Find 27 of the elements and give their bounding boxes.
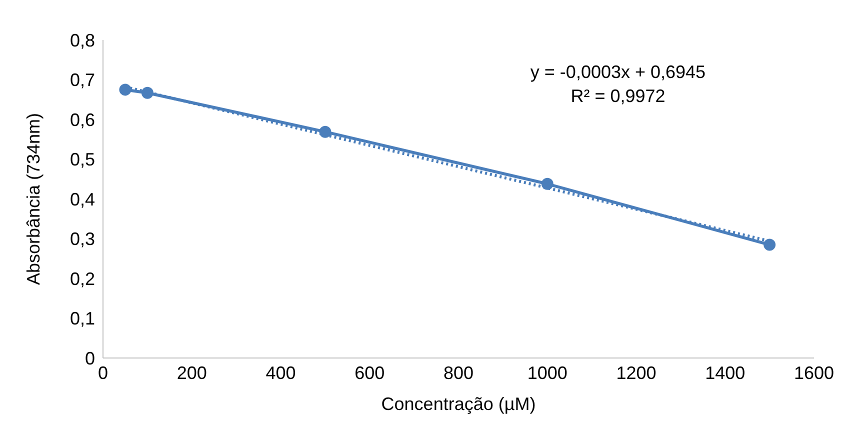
point: [141, 86, 154, 99]
x-tick-label: 0: [98, 362, 108, 383]
y-axis-title: Absorbância (734nm): [23, 112, 44, 286]
x-tick-label: 400: [266, 362, 296, 383]
x-tick-label: 800: [443, 362, 474, 383]
y-tick-label: 0,3: [70, 229, 95, 250]
x-axis-title: Concentração (µM): [381, 394, 536, 414]
y-tick-label: 0,6: [70, 110, 95, 130]
point: [319, 126, 332, 138]
y-tick-label: 0,1: [70, 308, 95, 329]
y-tick-label: 0,2: [70, 268, 95, 289]
x-tick-label: 1600: [794, 362, 834, 383]
annotation: R² = 0,9972: [570, 85, 666, 108]
point: [541, 178, 554, 190]
x-tick-label: 200: [176, 362, 207, 383]
x-tick-label: 1200: [616, 362, 656, 383]
y-tick-label: 0,4: [70, 189, 95, 210]
y-tick-label: 0,5: [70, 150, 95, 170]
point: [119, 84, 132, 96]
x-tick-label: 600: [354, 362, 385, 383]
annotation: y = -0,0003x + 0,6945: [529, 61, 707, 84]
y-tick-label: 0: [84, 348, 95, 368]
x-tick-label: 1400: [705, 362, 746, 383]
y-tick-label: 0,7: [70, 70, 95, 90]
y-tick-label: 0,8: [70, 30, 95, 50]
point: [764, 238, 776, 251]
x-tick-label: 1000: [527, 362, 568, 383]
